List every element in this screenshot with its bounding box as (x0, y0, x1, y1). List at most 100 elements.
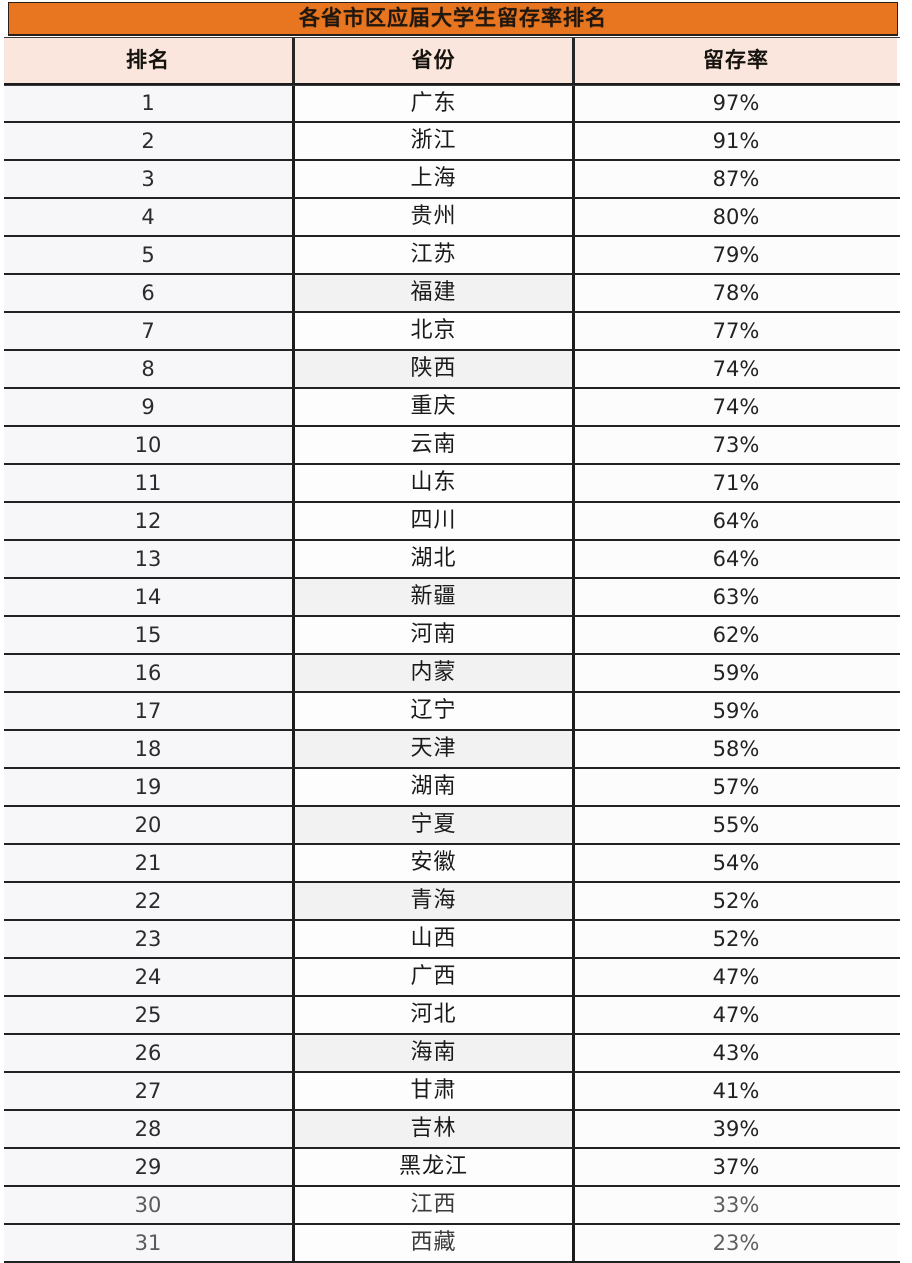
cell-retention-rate: 79% (575, 237, 897, 273)
cell-rank: 31 (4, 1225, 295, 1261)
cell-province: 辽宁 (295, 693, 575, 729)
cell-retention-rate: 87% (575, 161, 897, 197)
table-row: 31 西藏 23% (4, 1225, 900, 1263)
cell-rank: 17 (4, 693, 295, 729)
ranking-table: 排名 省份 留存率 1 广东 97% 2 浙江 91% 3 上海 87% 4 贵州 80% 5 江苏 79%… (4, 37, 900, 1263)
cell-rank: 2 (4, 123, 295, 159)
cell-retention-rate: 52% (575, 921, 897, 957)
cell-province: 浙江 (295, 123, 575, 159)
cell-rank: 18 (4, 731, 295, 767)
cell-province: 安徽 (295, 845, 575, 881)
table-row: 8 陕西 74% (4, 351, 900, 389)
table-row: 14 新疆 63% (4, 579, 900, 617)
table-row: 2 浙江 91% (4, 123, 900, 161)
column-header-province: 省份 (295, 38, 575, 83)
cell-rank: 4 (4, 199, 295, 235)
cell-province: 黑龙江 (295, 1149, 575, 1185)
cell-rank: 12 (4, 503, 295, 539)
cell-retention-rate: 73% (575, 427, 897, 463)
cell-retention-rate: 52% (575, 883, 897, 919)
cell-province: 广东 (295, 86, 575, 121)
table-row: 17 辽宁 59% (4, 693, 900, 731)
cell-province: 四川 (295, 503, 575, 539)
cell-rank: 28 (4, 1111, 295, 1147)
table-row: 30 江西 33% (4, 1187, 900, 1225)
cell-province: 北京 (295, 313, 575, 349)
cell-rank: 11 (4, 465, 295, 501)
cell-province: 上海 (295, 161, 575, 197)
cell-province: 湖北 (295, 541, 575, 577)
table-row: 4 贵州 80% (4, 199, 900, 237)
cell-rank: 27 (4, 1073, 295, 1109)
cell-rank: 19 (4, 769, 295, 805)
cell-rank: 7 (4, 313, 295, 349)
cell-retention-rate: 47% (575, 959, 897, 995)
table-row: 21 安徽 54% (4, 845, 900, 883)
cell-province: 江西 (295, 1187, 575, 1223)
cell-province: 云南 (295, 427, 575, 463)
table-row: 24 广西 47% (4, 959, 900, 997)
cell-retention-rate: 59% (575, 693, 897, 729)
column-header-rate: 留存率 (575, 38, 897, 83)
table-body: 1 广东 97% 2 浙江 91% 3 上海 87% 4 贵州 80% 5 江苏 79% 6 福建 78% 7 北京 7… (4, 85, 900, 1263)
cell-province: 青海 (295, 883, 575, 919)
cell-province: 新疆 (295, 579, 575, 615)
cell-retention-rate: 47% (575, 997, 897, 1033)
table-row: 7 北京 77% (4, 313, 900, 351)
table-row: 29 黑龙江 37% (4, 1149, 900, 1187)
cell-retention-rate: 97% (575, 86, 897, 121)
cell-retention-rate: 39% (575, 1111, 897, 1147)
cell-rank: 14 (4, 579, 295, 615)
cell-rank: 29 (4, 1149, 295, 1185)
cell-retention-rate: 64% (575, 541, 897, 577)
cell-province: 甘肃 (295, 1073, 575, 1109)
cell-retention-rate: 54% (575, 845, 897, 881)
table-row: 19 湖南 57% (4, 769, 900, 807)
cell-retention-rate: 80% (575, 199, 897, 235)
cell-province: 广西 (295, 959, 575, 995)
table-row: 11 山东 71% (4, 465, 900, 503)
table-row: 23 山西 52% (4, 921, 900, 959)
cell-rank: 3 (4, 161, 295, 197)
cell-province: 陕西 (295, 351, 575, 387)
cell-retention-rate: 91% (575, 123, 897, 159)
cell-retention-rate: 77% (575, 313, 897, 349)
cell-rank: 20 (4, 807, 295, 843)
cell-retention-rate: 59% (575, 655, 897, 691)
cell-retention-rate: 71% (575, 465, 897, 501)
cell-rank: 15 (4, 617, 295, 653)
cell-province: 福建 (295, 275, 575, 311)
cell-rank: 6 (4, 275, 295, 311)
cell-province: 重庆 (295, 389, 575, 425)
cell-retention-rate: 37% (575, 1149, 897, 1185)
table-title-bar: 各省市区应届大学生留存率排名 (8, 2, 898, 36)
cell-province: 山东 (295, 465, 575, 501)
cell-rank: 16 (4, 655, 295, 691)
cell-retention-rate: 33% (575, 1187, 897, 1223)
cell-retention-rate: 78% (575, 275, 897, 311)
table-row: 25 河北 47% (4, 997, 900, 1035)
cell-retention-rate: 58% (575, 731, 897, 767)
cell-province: 湖南 (295, 769, 575, 805)
cell-retention-rate: 64% (575, 503, 897, 539)
table-header-row: 排名 省份 留存率 (4, 37, 900, 85)
cell-retention-rate: 57% (575, 769, 897, 805)
cell-province: 海南 (295, 1035, 575, 1071)
table-row: 16 内蒙 59% (4, 655, 900, 693)
cell-retention-rate: 62% (575, 617, 897, 653)
table-row: 28 吉林 39% (4, 1111, 900, 1149)
cell-rank: 30 (4, 1187, 295, 1223)
cell-retention-rate: 74% (575, 351, 897, 387)
table-row: 10 云南 73% (4, 427, 900, 465)
cell-rank: 10 (4, 427, 295, 463)
cell-province: 江苏 (295, 237, 575, 273)
cell-retention-rate: 23% (575, 1225, 897, 1261)
table-row: 20 宁夏 55% (4, 807, 900, 845)
cell-rank: 25 (4, 997, 295, 1033)
cell-retention-rate: 41% (575, 1073, 897, 1109)
cell-rank: 22 (4, 883, 295, 919)
cell-province: 河南 (295, 617, 575, 653)
cell-rank: 24 (4, 959, 295, 995)
table-row: 5 江苏 79% (4, 237, 900, 275)
